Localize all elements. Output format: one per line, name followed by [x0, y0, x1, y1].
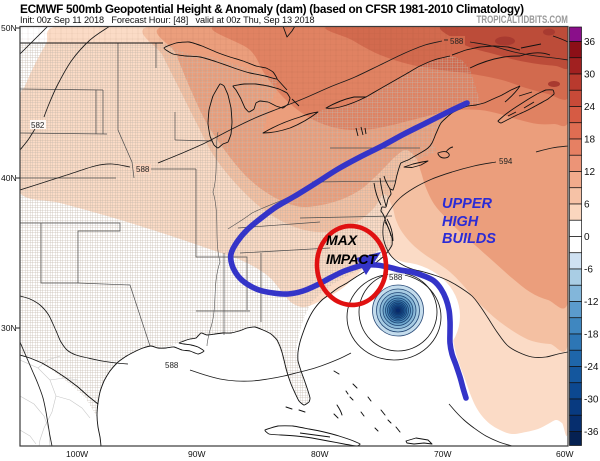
svg-text:588: 588	[165, 361, 179, 370]
svg-text:588: 588	[136, 165, 150, 174]
svg-text:-30: -30	[584, 395, 599, 406]
svg-text:588: 588	[450, 37, 464, 46]
svg-text:MAX: MAX	[326, 232, 359, 248]
svg-text:6: 6	[584, 200, 590, 211]
svg-text:24: 24	[584, 102, 596, 113]
svg-text:12: 12	[584, 167, 596, 178]
svg-text:-6: -6	[584, 265, 593, 276]
svg-text:IMPACT: IMPACT	[326, 251, 378, 267]
svg-text:UPPER: UPPER	[442, 196, 492, 212]
svg-text:30: 30	[584, 70, 596, 81]
svg-text:-12: -12	[584, 297, 599, 308]
svg-text:-36: -36	[584, 427, 599, 438]
svg-text:-24: -24	[584, 362, 599, 373]
svg-text:0: 0	[584, 232, 590, 243]
svg-text:582: 582	[31, 121, 45, 130]
svg-text:594: 594	[499, 157, 513, 166]
svg-text:BUILDS: BUILDS	[442, 231, 496, 247]
svg-text:HIGH: HIGH	[442, 214, 479, 230]
svg-text:36: 36	[584, 37, 596, 48]
svg-text:588: 588	[389, 273, 403, 282]
svg-text:-18: -18	[584, 330, 599, 341]
svg-text:18: 18	[584, 135, 596, 146]
